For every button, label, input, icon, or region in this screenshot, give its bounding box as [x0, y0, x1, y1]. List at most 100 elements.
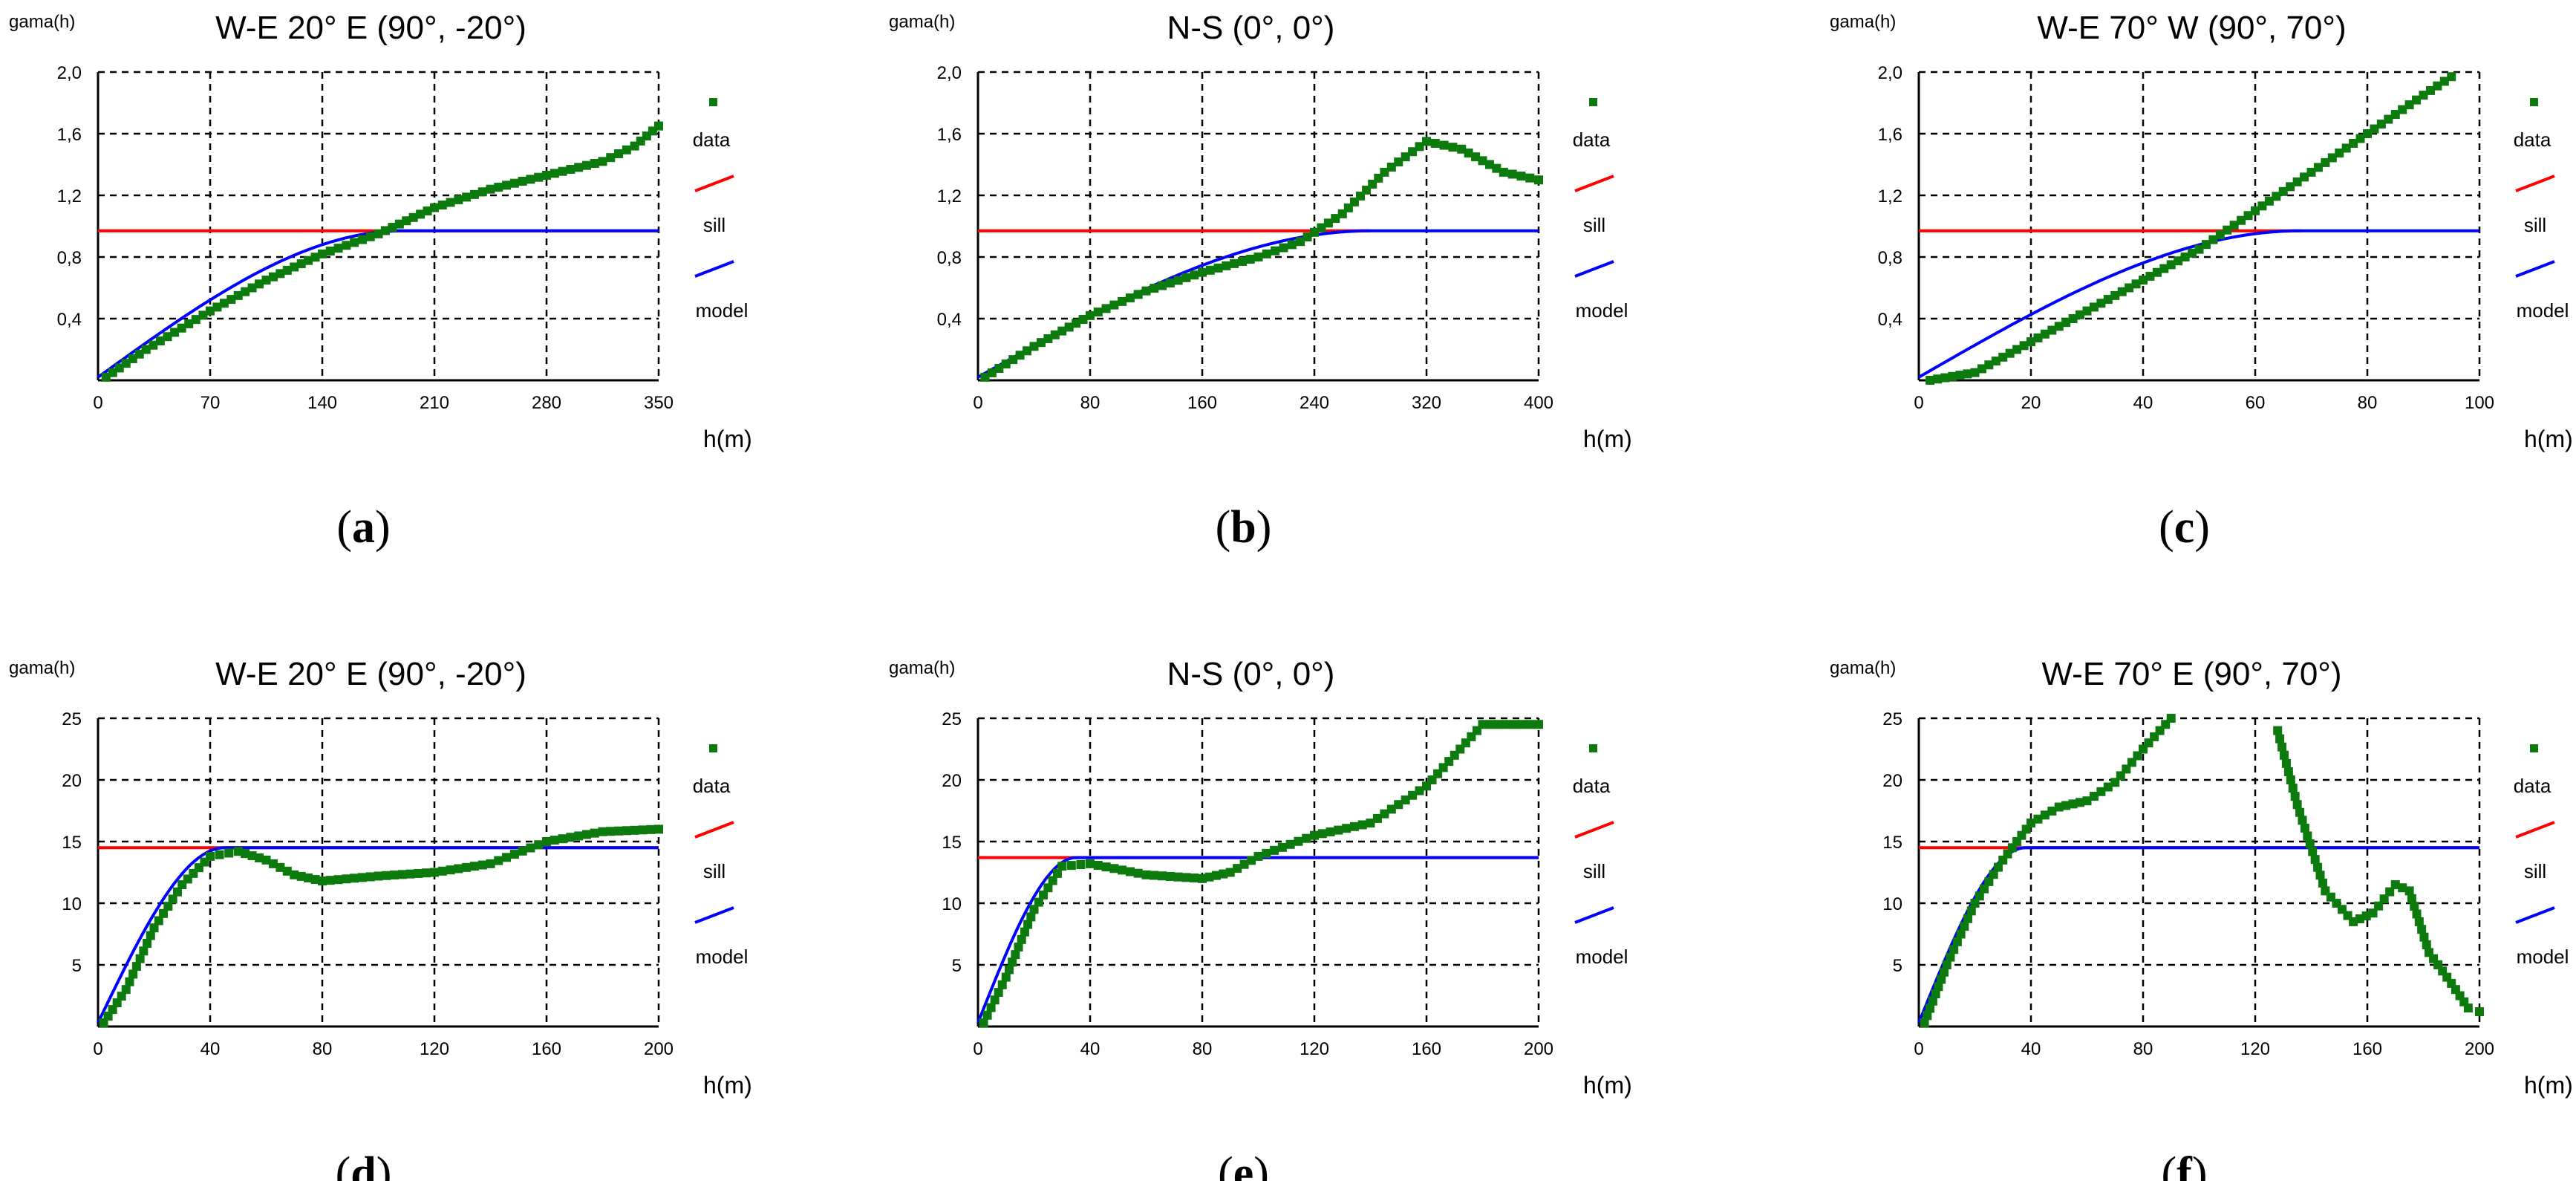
data-point: [590, 828, 599, 838]
data-point: [357, 235, 367, 244]
data-point: [2379, 894, 2389, 904]
data-point: [1029, 905, 1039, 914]
x-tick-label: 160: [2352, 1039, 2382, 1059]
data-point: [2310, 855, 2320, 865]
data-point: [1526, 720, 1536, 729]
data-point: [2089, 791, 2099, 801]
model-curve: [97, 229, 659, 379]
data-point: [2410, 902, 2419, 911]
data-point: [574, 163, 584, 172]
data-point: [1109, 864, 1119, 873]
legend-marker-sill: [1574, 175, 1614, 192]
data-point: [1926, 376, 1935, 385]
data-point: [590, 159, 599, 169]
y-tick-label: 15: [1882, 833, 1902, 853]
y-tick-label: 2,0: [937, 63, 962, 83]
y-tick-label: 0,4: [57, 310, 82, 330]
data-point: [1057, 862, 1067, 871]
data-point: [121, 985, 131, 995]
data-point: [2096, 787, 2106, 796]
data-point: [1253, 851, 1263, 861]
data-point: [1970, 368, 1980, 377]
legend-label-sill: sill: [1583, 860, 1605, 882]
data-point: [2313, 163, 2323, 172]
data-point: [149, 340, 158, 350]
data-point: [2419, 91, 2428, 100]
data-point: [1408, 147, 1418, 157]
data-point: [2243, 211, 2253, 221]
data-point: [630, 825, 639, 835]
x-axis-label: h(m): [703, 426, 752, 452]
data-point: [2068, 799, 2078, 809]
data-point: [1492, 163, 1501, 173]
data-point: [2096, 299, 2106, 308]
data-point: [574, 831, 584, 841]
data-point: [1001, 972, 1011, 982]
y-tick-label: 20: [62, 771, 82, 791]
data-point: [226, 295, 236, 305]
data-point: [1225, 868, 1235, 877]
data-point: [1963, 914, 1973, 923]
data-point: [397, 870, 407, 879]
data-point: [1310, 227, 1319, 237]
data-point: [486, 184, 495, 194]
x-tick-label: 210: [420, 393, 449, 413]
data-point: [261, 855, 271, 865]
data-point: [1457, 144, 1467, 154]
data-point: [502, 853, 512, 862]
x-tick-label: 40: [1080, 1039, 1100, 1059]
data-point: [296, 259, 306, 269]
data-point: [2188, 248, 2197, 258]
data-point: [1125, 867, 1135, 876]
data-point: [1133, 290, 1143, 299]
data-point: [1245, 254, 1255, 264]
data-point: [2315, 871, 2325, 880]
data-point: [1977, 364, 1986, 374]
data-point: [2286, 775, 2295, 784]
chart-title: W-E 20° E (90°, -20°): [215, 656, 526, 692]
data-point: [325, 876, 335, 885]
data-point: [191, 315, 200, 325]
data-point: [1955, 371, 1965, 380]
model-curve: [97, 846, 659, 1024]
y-tick-label: 0,8: [937, 248, 962, 268]
data-point: [446, 198, 455, 207]
data-point: [2089, 302, 2099, 312]
legend-label-model: model: [696, 299, 749, 322]
data-point: [502, 180, 512, 190]
data-point: [139, 946, 149, 956]
data-point: [2407, 894, 2416, 903]
data-point: [2229, 221, 2239, 230]
data-point: [233, 847, 243, 856]
data-point: [2280, 750, 2289, 760]
data-point: [1296, 237, 1305, 247]
data-point: [2082, 796, 2092, 806]
data-point: [1478, 156, 1487, 166]
x-tick-label: 120: [1300, 1039, 1329, 1059]
y-axis-label: gama(h): [889, 658, 955, 678]
data-point: [614, 826, 624, 836]
data-point: [1262, 249, 1271, 258]
data-point: [2368, 908, 2378, 918]
legend: data sill model: [2514, 98, 2569, 322]
data-point: [1014, 943, 1023, 952]
data-point: [1310, 830, 1319, 840]
data-point: [509, 850, 519, 859]
data-point: [268, 272, 278, 282]
data-point: [638, 825, 648, 835]
data-point: [2272, 192, 2281, 201]
data-point: [2208, 235, 2218, 244]
data-point: [1190, 873, 1199, 883]
data-point: [1372, 813, 1382, 823]
data-point: [598, 157, 607, 166]
data-point: [1323, 218, 1333, 228]
data-point: [2308, 847, 2318, 856]
data-point: [1133, 868, 1143, 878]
x-tick-label: 80: [1080, 393, 1100, 413]
data-point: [350, 238, 359, 247]
data-point: [155, 336, 165, 345]
data-point: [380, 226, 390, 235]
data-point: [1970, 899, 1980, 908]
data-point: [1008, 957, 1017, 967]
chart-a: W-E 20° E (90°, -20°) gama(h) 0 70 140 210 280…: [9, 10, 752, 553]
